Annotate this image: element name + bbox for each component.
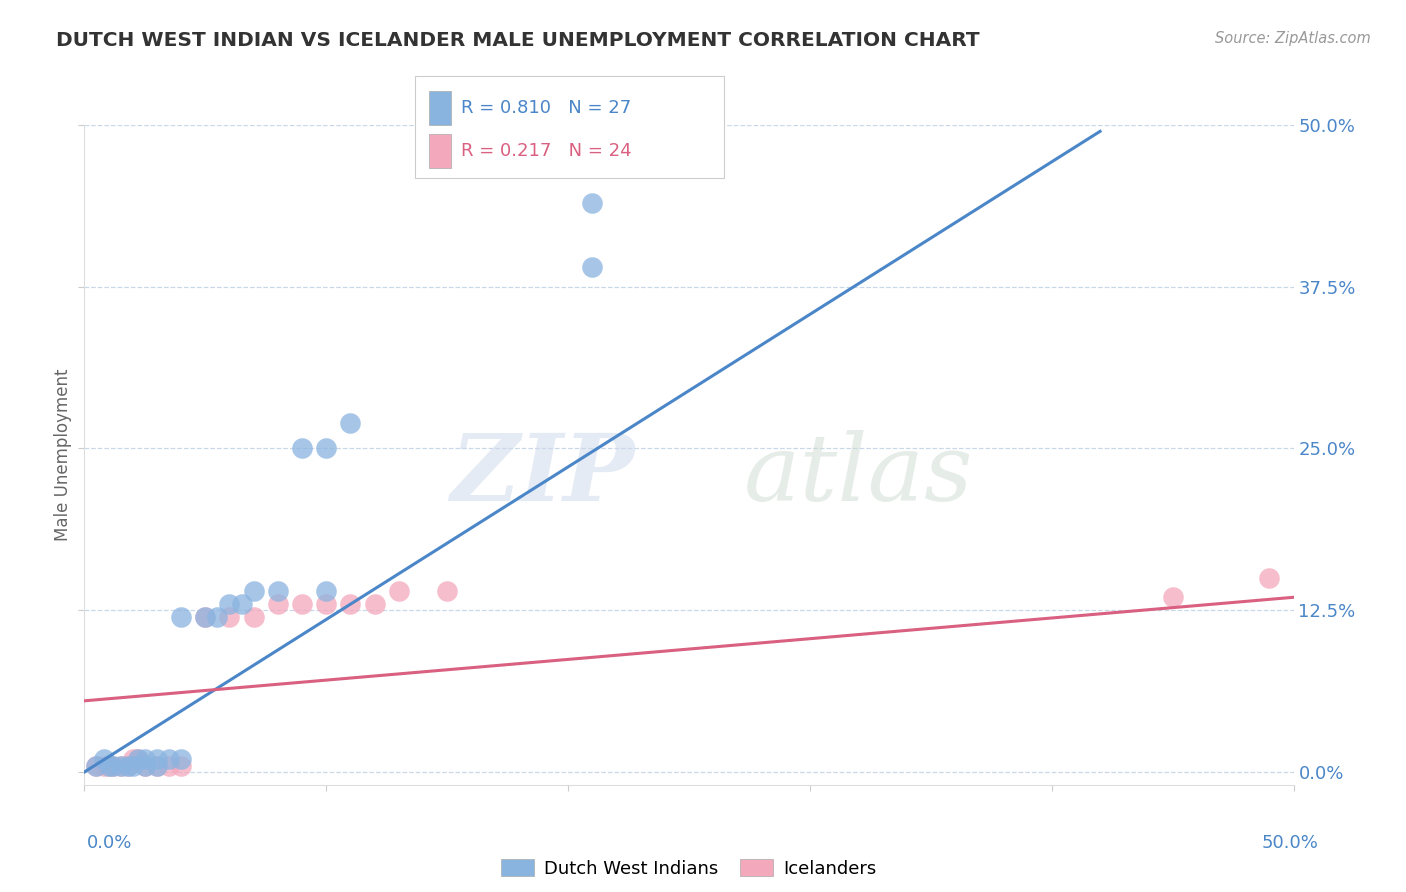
Point <box>291 597 314 611</box>
Point <box>436 583 458 598</box>
Point <box>127 752 149 766</box>
Point <box>146 758 169 772</box>
Point <box>194 609 217 624</box>
Point <box>134 758 156 772</box>
Point <box>1161 591 1184 605</box>
Text: R = 0.217   N = 24: R = 0.217 N = 24 <box>461 142 631 160</box>
Point <box>127 752 149 766</box>
Point <box>157 758 180 772</box>
Point <box>97 758 120 772</box>
Point <box>315 583 337 598</box>
Point <box>117 758 139 772</box>
Point <box>117 758 139 772</box>
Point <box>581 195 603 210</box>
Point <box>170 752 193 766</box>
Point <box>93 758 115 772</box>
Point <box>242 583 264 598</box>
Point <box>170 609 193 624</box>
Point <box>315 442 337 456</box>
Point <box>207 609 229 624</box>
Point <box>267 597 290 611</box>
Point <box>146 752 169 766</box>
Point <box>1258 571 1281 585</box>
Point <box>218 597 240 611</box>
Legend: Dutch West Indians, Icelanders: Dutch West Indians, Icelanders <box>494 852 884 885</box>
Point <box>231 597 253 611</box>
Point <box>134 752 156 766</box>
Point <box>194 609 217 624</box>
Point <box>97 758 120 772</box>
Point <box>218 609 240 624</box>
Point <box>157 752 180 766</box>
Point <box>86 758 108 772</box>
Text: 0.0%: 0.0% <box>87 834 132 852</box>
Point <box>93 752 115 766</box>
Y-axis label: Male Unemployment: Male Unemployment <box>53 368 72 541</box>
Text: DUTCH WEST INDIAN VS ICELANDER MALE UNEMPLOYMENT CORRELATION CHART: DUTCH WEST INDIAN VS ICELANDER MALE UNEM… <box>56 31 980 50</box>
Point <box>146 758 169 772</box>
Point <box>170 758 193 772</box>
Point <box>388 583 411 598</box>
Point <box>86 758 108 772</box>
Point <box>103 758 125 772</box>
Point <box>121 758 143 772</box>
Point <box>339 416 361 430</box>
Point <box>110 758 132 772</box>
Point <box>291 442 314 456</box>
Point <box>339 597 361 611</box>
Text: Source: ZipAtlas.com: Source: ZipAtlas.com <box>1215 31 1371 46</box>
Point <box>267 583 290 598</box>
Point <box>134 758 156 772</box>
Text: 50.0%: 50.0% <box>1263 834 1319 852</box>
Text: R = 0.810   N = 27: R = 0.810 N = 27 <box>461 99 631 117</box>
Point <box>242 609 264 624</box>
Point <box>581 260 603 275</box>
Point <box>110 758 132 772</box>
Point <box>121 752 143 766</box>
Text: atlas: atlas <box>744 430 973 520</box>
Point <box>103 758 125 772</box>
Point <box>363 597 385 611</box>
Point <box>315 597 337 611</box>
Text: ZIP: ZIP <box>450 430 634 520</box>
